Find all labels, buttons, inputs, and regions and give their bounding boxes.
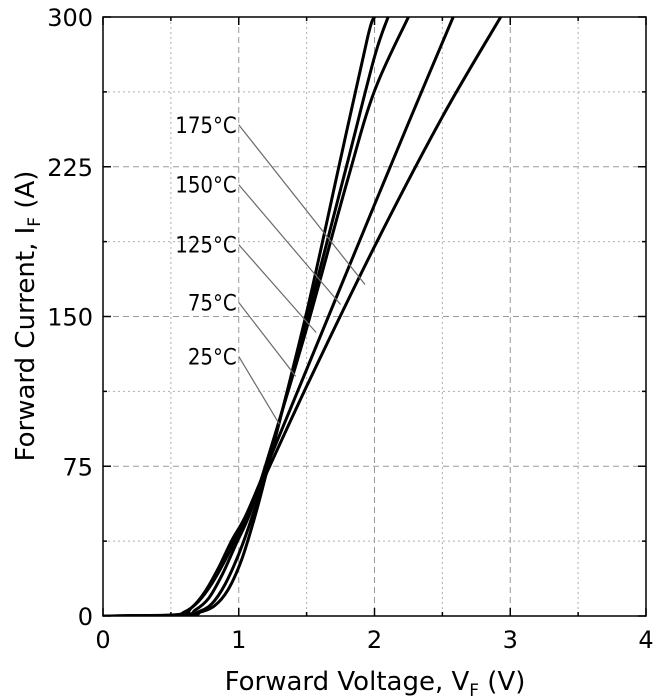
leader-line-150c bbox=[238, 184, 342, 305]
x-tick-label: 1 bbox=[231, 626, 246, 654]
x-tick-label: 0 bbox=[95, 626, 110, 654]
y-tick-label: 150 bbox=[47, 304, 93, 332]
y-tick-label: 300 bbox=[47, 4, 93, 32]
axis-ticks bbox=[102, 16, 647, 617]
leader-line-175c bbox=[238, 124, 366, 285]
y-axis-title: Forward Current, IF (A) bbox=[11, 171, 45, 462]
x-axis-title: Forward Voltage, VF (V) bbox=[225, 667, 526, 700]
series-label-175c: 175°C bbox=[175, 114, 237, 139]
series-label-125c: 125°C bbox=[175, 234, 237, 259]
leader-line-75c bbox=[238, 302, 297, 377]
series-label-25c: 25°C bbox=[188, 345, 237, 370]
y-tick-labels: 0 75 150 225 300 bbox=[47, 4, 93, 631]
series-label-150c: 150°C bbox=[175, 174, 237, 199]
x-tick-label: 4 bbox=[638, 626, 653, 654]
leader-line-25c bbox=[238, 356, 280, 425]
series-line-175c bbox=[103, 17, 376, 616]
leader-line-125c bbox=[238, 244, 317, 333]
x-tick-label: 3 bbox=[503, 626, 518, 654]
series-line-125c bbox=[103, 17, 410, 616]
x-tick-label: 2 bbox=[367, 626, 382, 654]
y-tick-label: 0 bbox=[78, 603, 93, 631]
series-curves bbox=[103, 17, 502, 616]
y-tick-label: 75 bbox=[62, 453, 93, 481]
y-tick-label: 225 bbox=[47, 154, 93, 182]
series-labels: 25°C 75°C 125°C 150°C 175°C bbox=[175, 114, 237, 371]
series-label-75c: 75°C bbox=[188, 292, 237, 317]
x-tick-labels: 0 1 2 3 4 bbox=[95, 626, 653, 654]
series-line-150c bbox=[103, 17, 390, 616]
series-line-75c bbox=[103, 17, 455, 616]
grid bbox=[103, 17, 646, 616]
series-leader-lines bbox=[238, 124, 366, 425]
